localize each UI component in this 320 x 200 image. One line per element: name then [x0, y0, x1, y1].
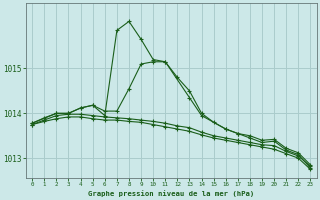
X-axis label: Graphe pression niveau de la mer (hPa): Graphe pression niveau de la mer (hPa): [88, 190, 254, 197]
